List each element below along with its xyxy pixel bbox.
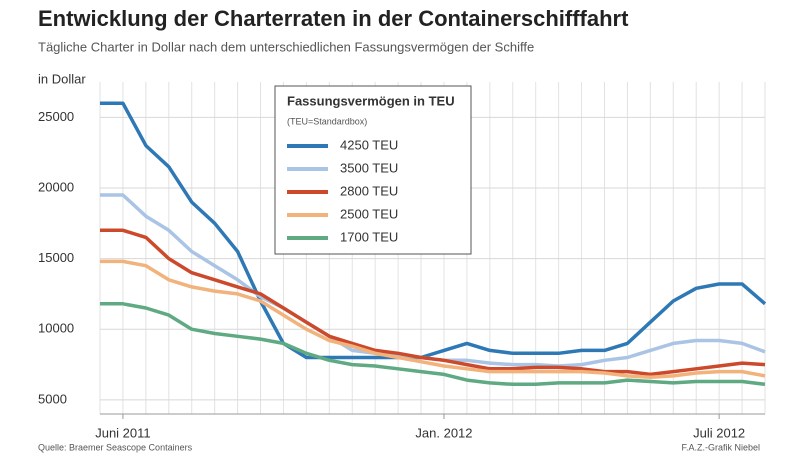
chart-subtitle: Tägliche Charter in Dollar nach dem unte…	[38, 39, 534, 54]
legend-title: Fassungsvermögen in TEU	[287, 93, 455, 108]
series-line	[100, 302, 766, 387]
legend-label: 1700 TEU	[340, 229, 398, 244]
chart-title: Entwicklung der Charterraten in der Cont…	[38, 6, 629, 31]
legend: Fassungsvermögen in TEU (TEU=Standardbox)…	[274, 85, 472, 255]
x-tick-label: Juni 2011	[95, 425, 150, 440]
legend-label: 4250 TEU	[340, 137, 398, 152]
legend-label: 2800 TEU	[340, 183, 398, 198]
series-line	[100, 259, 766, 380]
legend-subtitle: (TEU=Standardbox)	[287, 116, 367, 126]
y-tick-label: 15000	[38, 250, 74, 265]
y-tick-label: 20000	[38, 179, 74, 194]
source: Quelle: Braemer Seascope Containers	[38, 442, 193, 452]
series-line	[100, 101, 767, 360]
y-axis-label: in Dollar	[38, 71, 86, 86]
y-tick-label: 25000	[38, 109, 74, 124]
x-tick-label: Juli 2012	[693, 425, 745, 440]
x-tick-label: Jan. 2012	[415, 425, 472, 440]
credit: F.A.Z.-Grafik Niebel	[681, 442, 760, 452]
legend-label: 2500 TEU	[340, 206, 398, 221]
y-tick-label: 10000	[38, 321, 74, 336]
legend-label: 3500 TEU	[340, 160, 398, 175]
series-line	[100, 228, 766, 377]
y-tick-label: 5000	[38, 391, 67, 406]
